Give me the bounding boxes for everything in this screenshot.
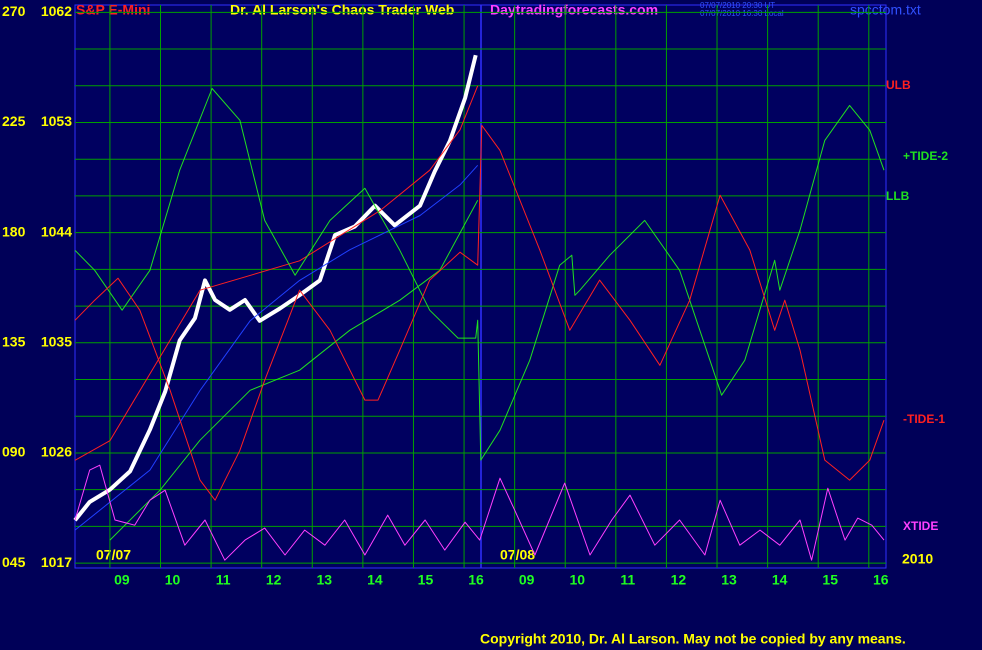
chart-title: Dr. Al Larson's Chaos Trader Web <box>230 2 454 18</box>
x-tick-label: 13 <box>316 572 332 588</box>
series-line <box>73 54 478 522</box>
x-tick-label: 09 <box>114 572 130 588</box>
timestamp: 07/07/2010 20:30 UT <box>700 1 775 10</box>
y2-tick-label: 225 <box>2 113 26 129</box>
x-tick-label: 14 <box>367 572 383 588</box>
y-tick-label: 1044 <box>41 223 72 239</box>
legend-label: -TIDE-1 <box>903 412 945 426</box>
y2-tick-label: 135 <box>2 334 26 350</box>
x-tick-label: 10 <box>165 572 181 588</box>
instrument: S&P E-Mini <box>76 2 150 18</box>
year-label: 2010 <box>902 551 933 567</box>
x-tick-label: 15 <box>418 572 434 588</box>
legend-label: ULB <box>886 78 911 92</box>
x-tick-label: 10 <box>569 572 585 588</box>
y2-tick-label: 270 <box>2 3 26 19</box>
file-name: spcctom.txt <box>850 2 921 18</box>
x-tick-label: 11 <box>620 572 635 588</box>
y-tick-label: 1026 <box>41 444 72 460</box>
x-tick-label: 09 <box>519 572 535 588</box>
y-tick-label: 1017 <box>41 554 72 570</box>
y-tick-label: 1062 <box>41 3 72 19</box>
x-tick-label: 13 <box>721 572 737 588</box>
series-line <box>74 464 885 561</box>
x-tick-label: 16 <box>873 572 889 588</box>
x-tick-label: 14 <box>772 572 788 588</box>
legend-label: +TIDE-2 <box>903 149 948 163</box>
y2-tick-label: 045 <box>2 554 26 570</box>
copyright: Copyright 2010, Dr. Al Larson. May not b… <box>480 631 906 647</box>
x-tick-label: 12 <box>266 572 282 588</box>
legend-label: XTIDE <box>903 519 938 533</box>
x-tick-label: 16 <box>468 572 484 588</box>
y2-tick-label: 090 <box>2 444 26 460</box>
series-line <box>74 88 885 461</box>
legend-label: LLB <box>886 189 910 203</box>
series-line <box>109 200 479 541</box>
timestamp: 07/07/2010 16:30 Local <box>700 9 784 18</box>
site: Daytradingforecasts.com <box>490 2 658 18</box>
x-tick-label: 11 <box>216 572 231 588</box>
series-line <box>74 164 479 531</box>
y-tick-label: 1053 <box>41 113 72 129</box>
series-line <box>74 124 885 501</box>
y2-tick-label: 180 <box>2 223 26 239</box>
x-tick-label: 12 <box>671 572 687 588</box>
series-line <box>74 85 479 461</box>
date-label: 07/07 <box>96 547 131 563</box>
y-tick-label: 1035 <box>41 334 72 350</box>
x-tick-label: 15 <box>822 572 838 588</box>
date-label: 07/08 <box>500 547 535 563</box>
